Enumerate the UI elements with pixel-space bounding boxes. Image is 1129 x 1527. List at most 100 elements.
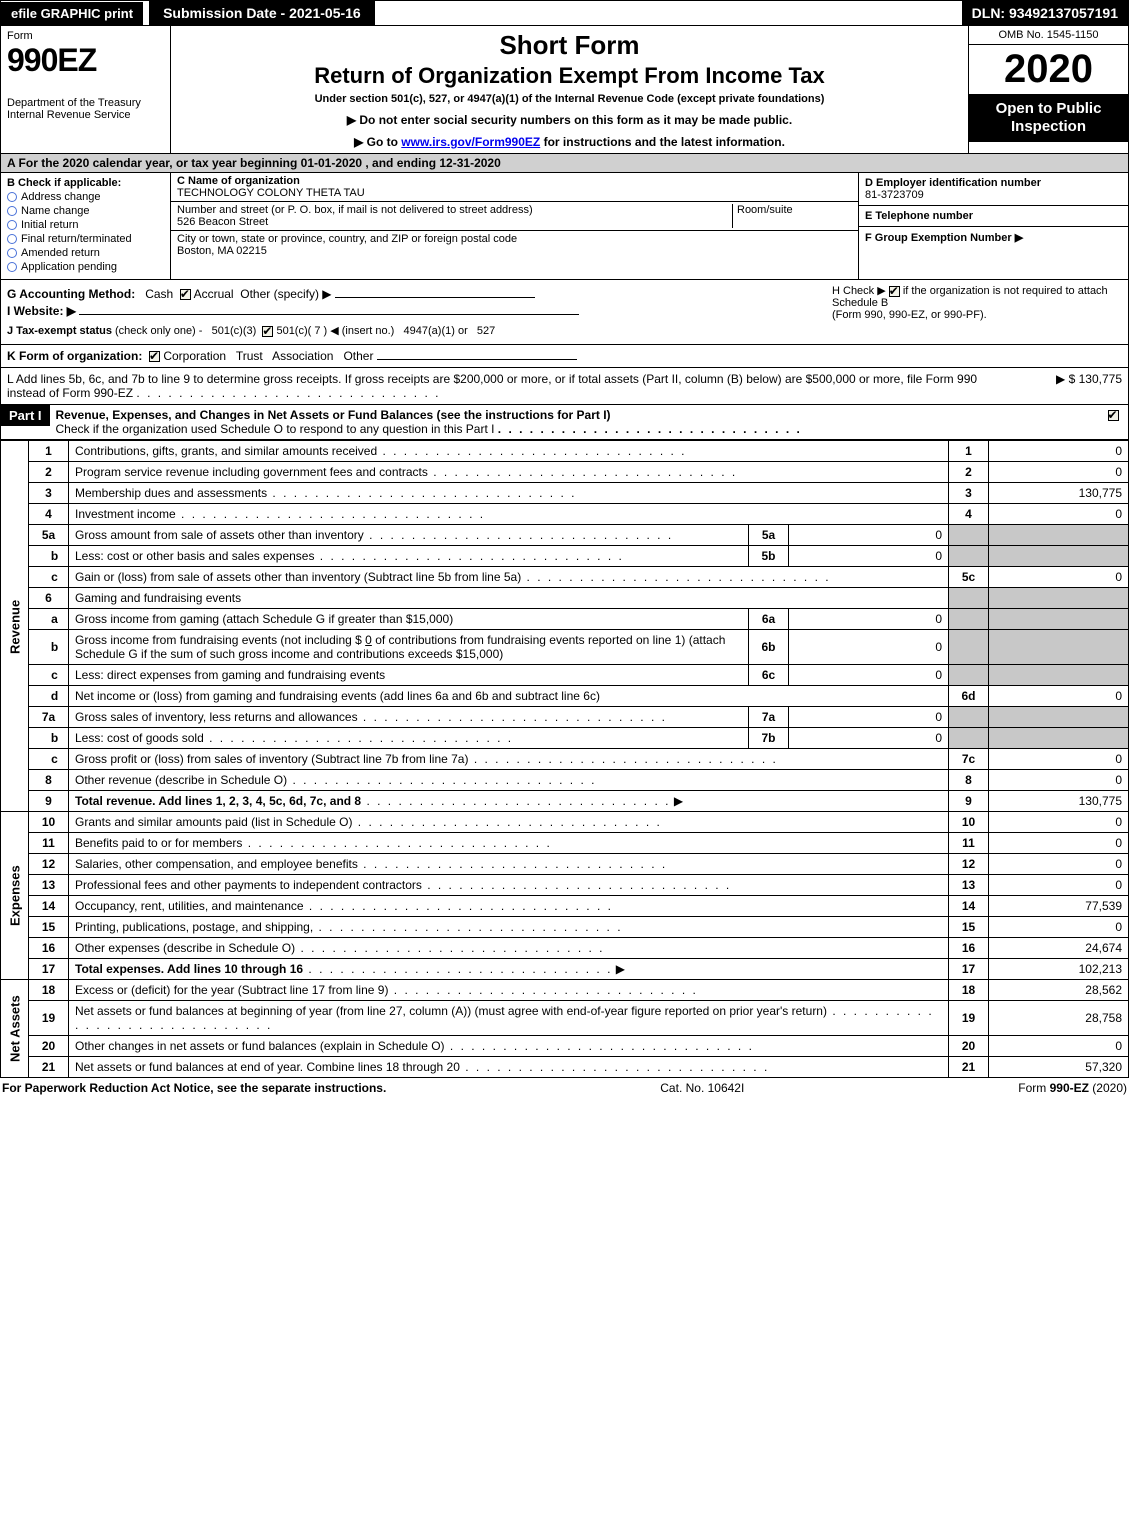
row-18: Net Assets 18 Excess or (deficit) for th… [1, 980, 1129, 1001]
chk-final-return[interactable]: Final return/terminated [7, 233, 164, 245]
l7c-desc: Gross profit or (loss) from sales of inv… [75, 752, 468, 766]
l16-desc: Other expenses (describe in Schedule O) [75, 941, 295, 955]
l5b-desc: Less: cost or other basis and sales expe… [75, 549, 314, 563]
g-other-input[interactable] [335, 297, 535, 298]
row-21: 21 Net assets or fund balances at end of… [1, 1057, 1129, 1078]
l6a-val: 0 [789, 609, 949, 630]
expenses-side-label: Expenses [1, 812, 29, 980]
row-5c: c Gain or (loss) from sale of assets oth… [1, 567, 1129, 588]
main-title: Return of Organization Exempt From Incom… [179, 63, 960, 89]
form-word: Form [7, 30, 164, 42]
top-bar: efile GRAPHIC print Submission Date - 20… [0, 0, 1129, 26]
l6c-desc: Less: direct expenses from gaming and fu… [75, 668, 385, 682]
row-6: 6 Gaming and fundraising events [1, 588, 1129, 609]
l5c-desc: Gain or (loss) from sale of assets other… [75, 570, 521, 584]
row-1: Revenue 1 Contributions, gifts, grants, … [1, 441, 1129, 462]
l16-amt: 24,674 [989, 938, 1129, 959]
row-2: 2 Program service revenue including gove… [1, 462, 1129, 483]
org-name-label: C Name of organization [177, 175, 300, 187]
website-input[interactable] [79, 314, 579, 315]
l6b-contrib: 0 [365, 633, 372, 647]
l7a-val: 0 [789, 707, 949, 728]
dln-label: DLN: 93492137057191 [962, 1, 1128, 25]
chk-name-change[interactable]: Name change [7, 205, 164, 217]
irs-link[interactable]: www.irs.gov/Form990EZ [401, 135, 540, 149]
box-b: B Check if applicable: Address change Na… [1, 173, 171, 279]
city-label: City or town, state or province, country… [177, 233, 517, 245]
chk-amended-return[interactable]: Amended return [7, 247, 164, 259]
l5a-desc: Gross amount from sale of assets other t… [75, 528, 364, 542]
k-corp-check[interactable] [149, 351, 160, 362]
header-right: OMB No. 1545-1150 2020 Open to Public In… [968, 26, 1128, 153]
box-b-label: B Check if applicable: [7, 177, 164, 189]
k-trust: Trust [236, 349, 263, 363]
l-amount: ▶ $ 130,775 [1002, 372, 1122, 400]
l6b-val: 0 [789, 630, 949, 665]
g-accrual: Accrual [194, 287, 234, 301]
cat-no: Cat. No. 10642I [660, 1081, 744, 1095]
row-3: 3 Membership dues and assessments 3 130,… [1, 483, 1129, 504]
row-5b: b Less: cost or other basis and sales ex… [1, 546, 1129, 567]
l20-amt: 0 [989, 1036, 1129, 1057]
g-accrual-check[interactable] [180, 289, 191, 300]
chk-initial-return[interactable]: Initial return [7, 219, 164, 231]
open-inspection: Open to Public Inspection [969, 94, 1128, 142]
goto-pre: ▶ Go to [354, 135, 401, 149]
l6a-desc: Gross income from gaming (attach Schedul… [75, 612, 453, 626]
form-header: Form 990EZ Department of the Treasury In… [0, 26, 1129, 154]
l13-amt: 0 [989, 875, 1129, 896]
l7b-val: 0 [789, 728, 949, 749]
addr-label: Number and street (or P. O. box, if mail… [177, 204, 533, 216]
l6-desc: Gaming and fundraising events [69, 588, 949, 609]
h-check[interactable] [889, 286, 900, 297]
tax-year: 2020 [969, 45, 1128, 94]
l19-amt: 28,758 [989, 1001, 1129, 1036]
l8-desc: Other revenue (describe in Schedule O) [75, 773, 287, 787]
row-7c: c Gross profit or (loss) from sales of i… [1, 749, 1129, 770]
row-13: 13 Professional fees and other payments … [1, 875, 1129, 896]
k-other-input[interactable] [377, 359, 577, 360]
revenue-side-label: Revenue [1, 441, 29, 812]
l21-amt: 57,320 [989, 1057, 1129, 1078]
row-6d: d Net income or (loss) from gaming and f… [1, 686, 1129, 707]
l6c-val: 0 [789, 665, 949, 686]
l11-desc: Benefits paid to or for members [75, 836, 242, 850]
form-ref: Form 990-EZ (2020) [1018, 1081, 1127, 1095]
row-15: 15 Printing, publications, postage, and … [1, 917, 1129, 938]
l5b-val: 0 [789, 546, 949, 567]
org-name: TECHNOLOGY COLONY THETA TAU [177, 187, 365, 199]
line-i-label: I Website: ▶ [7, 304, 76, 318]
ein-value: 81-3723709 [865, 189, 924, 201]
k-assoc: Association [272, 349, 333, 363]
h-pre: H Check ▶ [832, 285, 886, 297]
page-footer: For Paperwork Reduction Act Notice, see … [0, 1078, 1129, 1098]
row-17: 17 Total expenses. Add lines 10 through … [1, 959, 1129, 980]
tel-label: E Telephone number [865, 210, 973, 222]
l5a-val: 0 [789, 525, 949, 546]
l6b-desc1: Gross income from fundraising events (no… [75, 633, 362, 647]
chk-address-change[interactable]: Address change [7, 191, 164, 203]
chk-application-pending[interactable]: Application pending [7, 261, 164, 273]
box-def: D Employer identification number 81-3723… [858, 173, 1128, 279]
row-19: 19 Net assets or fund balances at beginn… [1, 1001, 1129, 1036]
j-501c-check[interactable] [262, 326, 273, 337]
l14-desc: Occupancy, rent, utilities, and maintena… [75, 899, 304, 913]
l14-amt: 77,539 [989, 896, 1129, 917]
line-k-row: K Form of organization: Corporation Trus… [0, 345, 1129, 368]
l2-desc: Program service revenue including govern… [75, 465, 428, 479]
part1-table: Revenue 1 Contributions, gifts, grants, … [0, 440, 1129, 1078]
l6d-desc: Net income or (loss) from gaming and fun… [75, 689, 600, 703]
l9-arrow: ▶ [674, 794, 683, 808]
part1-title: Revenue, Expenses, and Changes in Net As… [50, 405, 1098, 439]
efile-print-button[interactable]: efile GRAPHIC print [1, 2, 143, 25]
row-7b: b Less: cost of goods sold 7b 0 [1, 728, 1129, 749]
part1-schedule-o-check[interactable] [1108, 410, 1119, 421]
part1-check-line: Check if the organization used Schedule … [56, 422, 495, 436]
room-label: Room/suite [737, 204, 793, 216]
group-exemption-label: F Group Exemption Number ▶ [865, 232, 1023, 244]
l7a-desc: Gross sales of inventory, less returns a… [75, 710, 358, 724]
row-11: 11 Benefits paid to or for members 11 0 [1, 833, 1129, 854]
dept-treasury: Department of the Treasury [7, 97, 164, 109]
l18-amt: 28,562 [989, 980, 1129, 1001]
row-8: 8 Other revenue (describe in Schedule O)… [1, 770, 1129, 791]
